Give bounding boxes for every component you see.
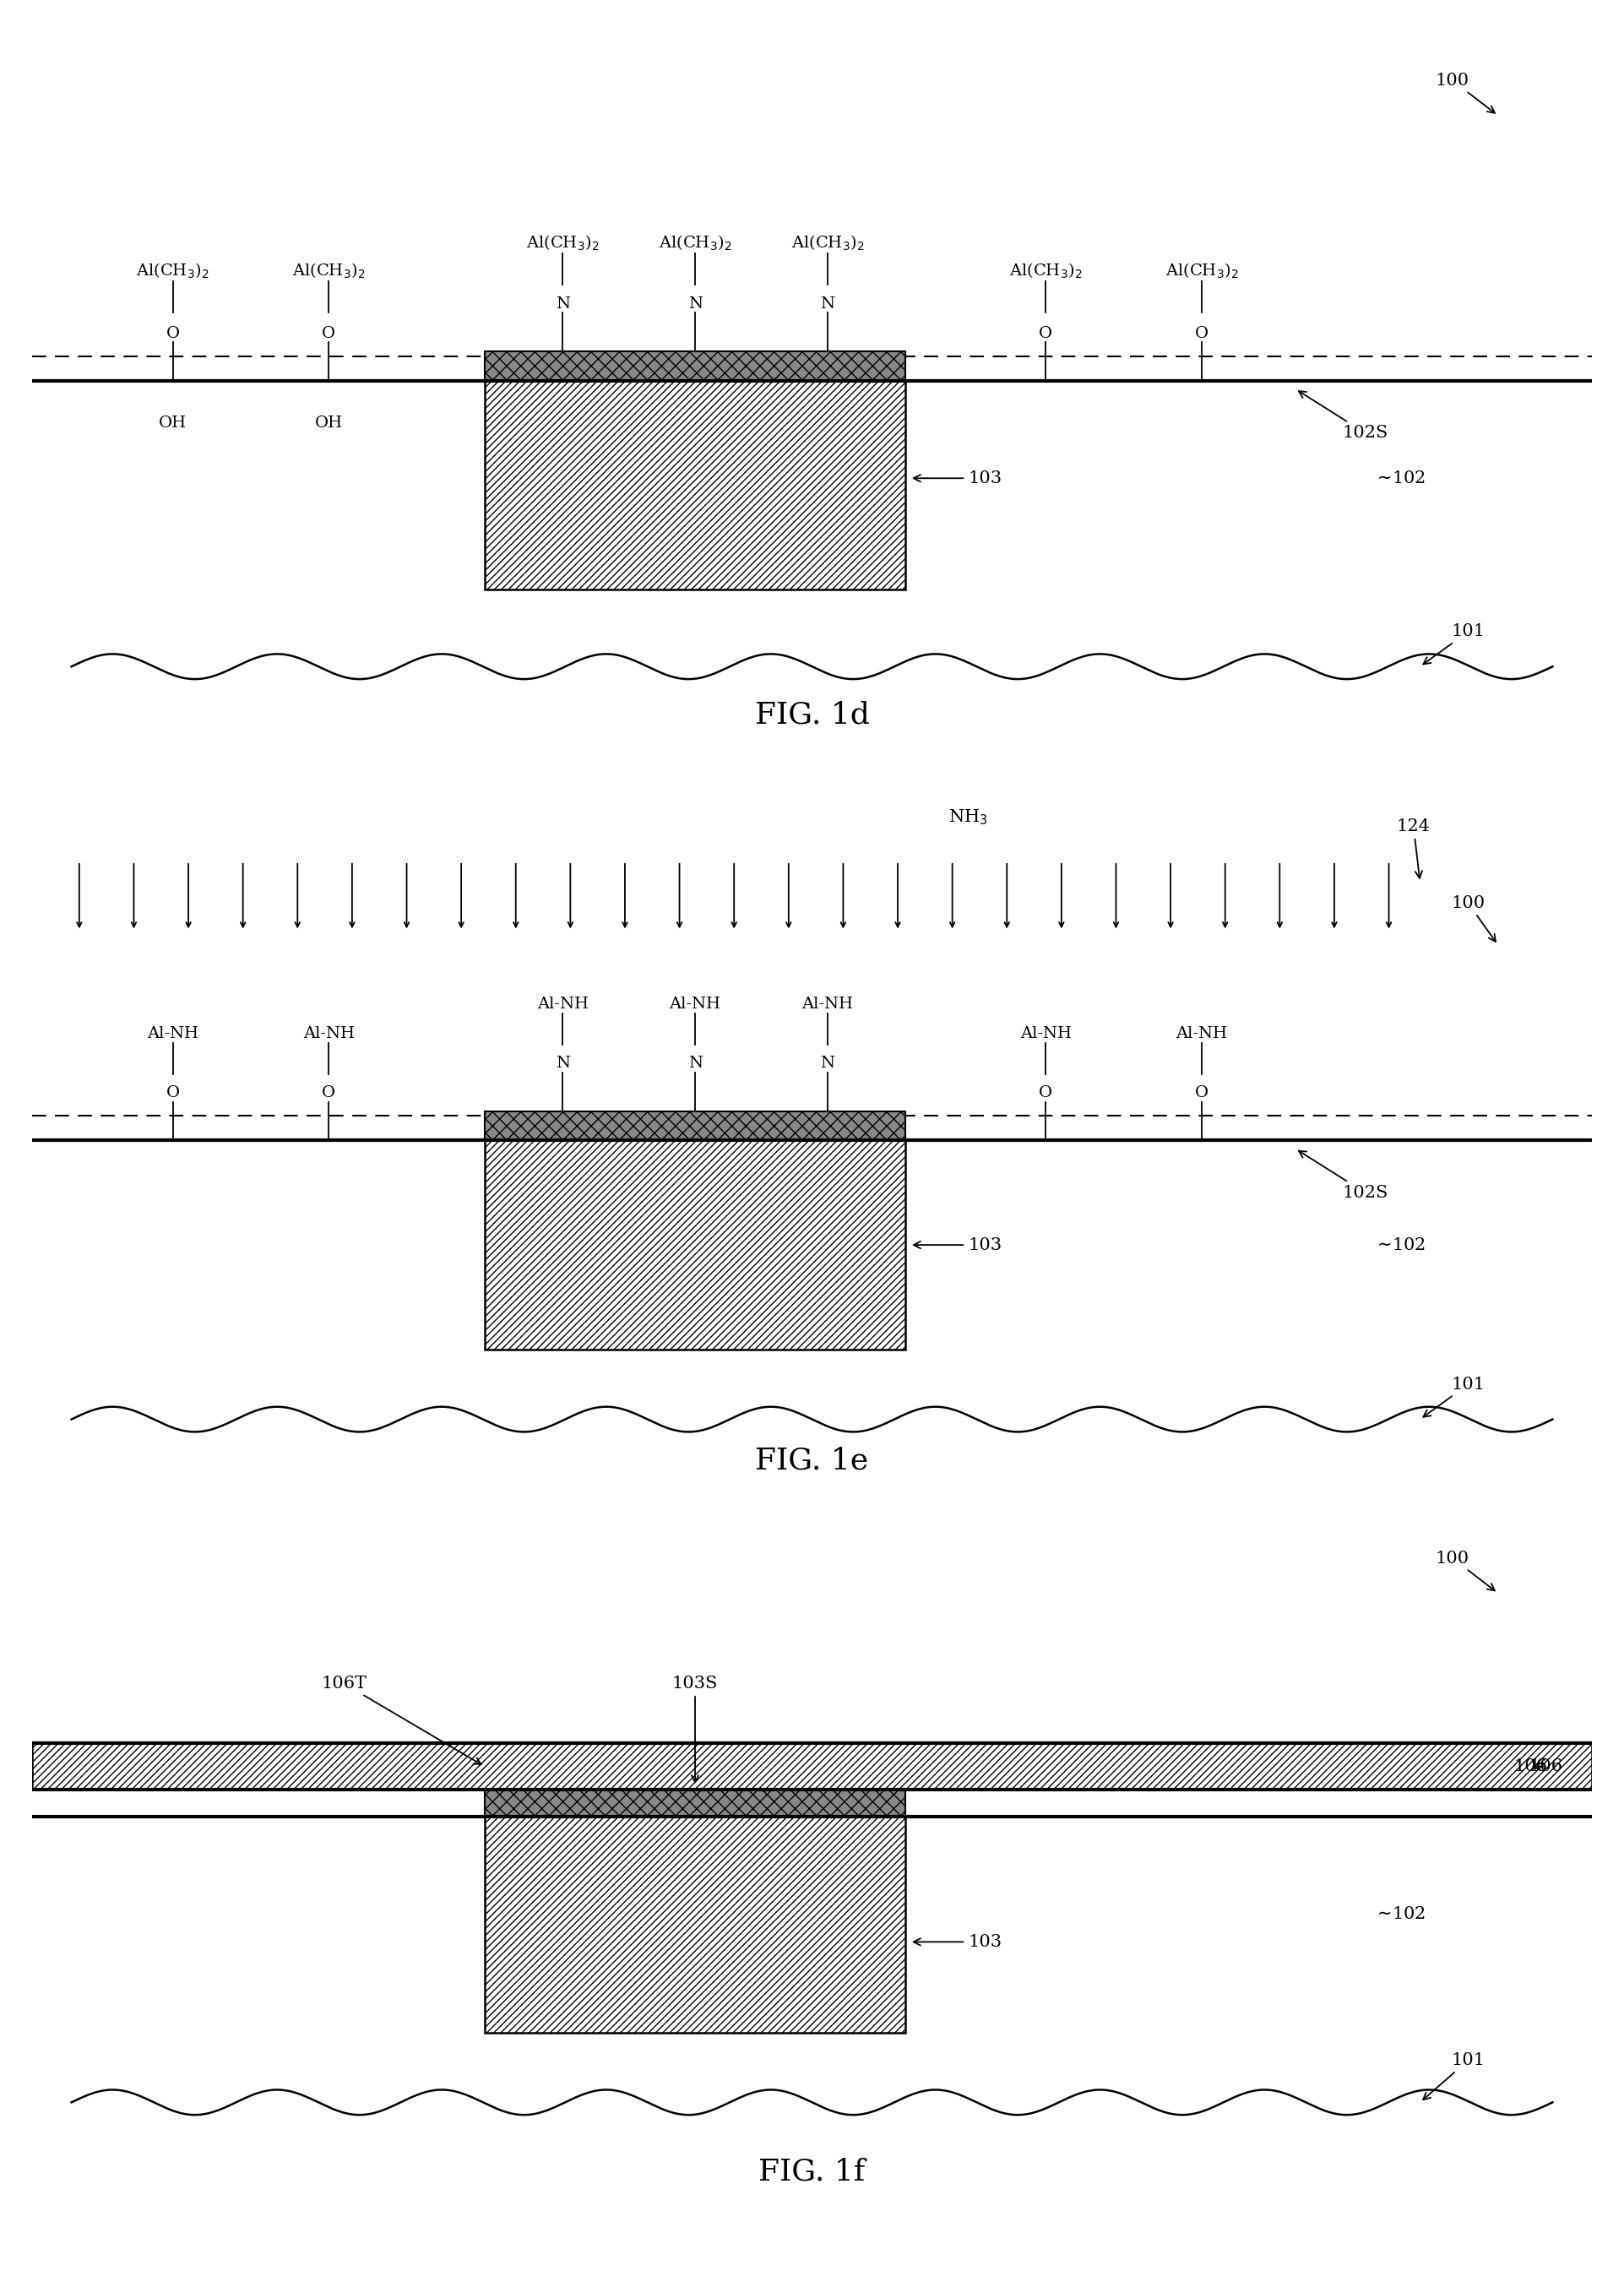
Text: Al-NH: Al-NH [1020,1027,1072,1041]
Text: 101: 101 [1423,2051,1484,2099]
Text: O: O [1039,325,1052,341]
Text: N: N [689,1057,702,1070]
Bar [32,1743,1592,1791]
Text: $\sim\!$102: $\sim\!$102 [1374,471,1426,487]
Text: N: N [820,1057,835,1070]
Text: O: O [166,325,180,341]
Text: N: N [555,1057,570,1070]
Text: N: N [820,297,835,311]
Text: Al(CH$_3$)$_2$: Al(CH$_3$)$_2$ [526,233,599,252]
Text: Al-NH: Al-NH [669,997,721,1011]
Text: 103: 103 [913,1237,1002,1253]
Text: 101: 101 [1423,624,1484,663]
Text: FIG. 1f: FIG. 1f [758,2157,866,2186]
Bar [484,1791,906,1816]
Text: O: O [1195,1086,1208,1100]
Text: O: O [166,1086,180,1100]
Bar [484,1816,906,2033]
Text: $\sim\!$102: $\sim\!$102 [1374,1237,1426,1253]
Text: Al-NH: Al-NH [1176,1027,1228,1041]
Bar [484,380,906,590]
Text: 106: 106 [1530,1759,1562,1775]
Text: Al-NH: Al-NH [304,1027,354,1041]
Text: 102S: 102S [1299,391,1389,441]
Text: $\sim\!$102: $\sim\!$102 [1374,1905,1426,1921]
Text: Al(CH$_3$)$_2$: Al(CH$_3$)$_2$ [659,233,731,252]
Text: 106T: 106T [322,1676,481,1763]
Text: 103S: 103S [672,1676,718,1782]
Text: 100: 100 [1436,1551,1494,1592]
Text: 100: 100 [1436,73,1494,112]
Text: Al(CH$_3$)$_2$: Al(CH$_3$)$_2$ [136,261,209,279]
Text: Al(CH$_3$)$_2$: Al(CH$_3$)$_2$ [1166,261,1237,279]
Text: FIG. 1d: FIG. 1d [755,700,869,730]
Text: Al(CH$_3$)$_2$: Al(CH$_3$)$_2$ [292,261,365,279]
Text: N: N [555,297,570,311]
Text: Al(CH$_3$)$_2$: Al(CH$_3$)$_2$ [791,233,864,252]
Bar [484,1141,906,1349]
Text: O: O [1039,1086,1052,1100]
Text: OH: OH [159,416,187,430]
Text: FIG. 1e: FIG. 1e [755,1445,869,1475]
Bar [484,1111,906,1141]
Text: 106: 106 [1514,1759,1548,1775]
Text: OH: OH [315,416,343,430]
Text: O: O [322,1086,336,1100]
Text: O: O [322,325,336,341]
Text: 102S: 102S [1299,1150,1389,1201]
Bar [484,352,906,380]
Text: Al-NH: Al-NH [538,997,588,1011]
Text: 101: 101 [1423,1377,1484,1418]
Text: NH$_3$: NH$_3$ [948,807,987,826]
Text: Al-NH: Al-NH [148,1027,198,1041]
Text: 124: 124 [1397,819,1431,878]
Text: 103: 103 [913,471,1002,487]
Text: Al-NH: Al-NH [802,997,853,1011]
Text: O: O [1195,325,1208,341]
Text: Al(CH$_3$)$_2$: Al(CH$_3$)$_2$ [1010,261,1082,279]
Text: N: N [689,297,702,311]
Text: 100: 100 [1452,894,1496,942]
Text: 103: 103 [913,1935,1002,1951]
